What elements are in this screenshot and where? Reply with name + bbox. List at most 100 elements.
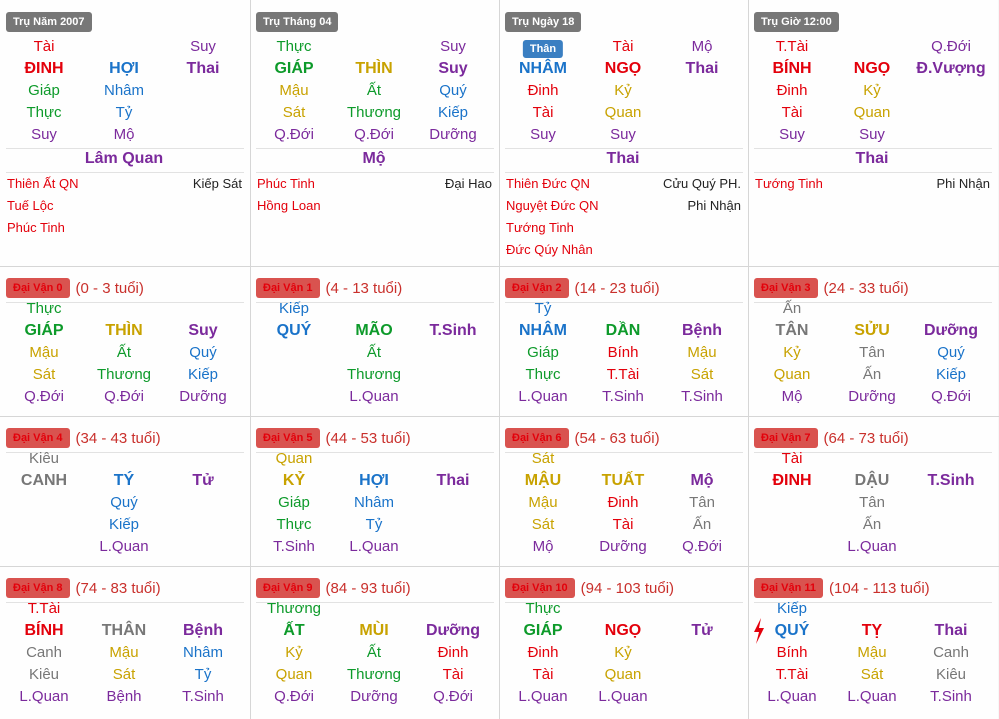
dai-van-badge[interactable]: Đại Vận 9	[256, 578, 320, 598]
dai-van-4[interactable]: Đại Vận 4 (34 - 43 tuổi) Kiêu CANH TÝ Tử Quý Ki…	[0, 416, 250, 566]
ten-god-cell: Mậu	[857, 644, 887, 661]
row-divider	[0, 566, 999, 567]
ten-god-cell: Tỷ	[115, 104, 133, 121]
dai-van-age-range: (4 - 13 tuổi)	[325, 279, 403, 297]
separator	[505, 172, 743, 173]
ten-god-cell: Q.Đới	[274, 126, 314, 143]
separator	[754, 302, 992, 303]
dai-van-3[interactable]: Đại Vận 3 (24 - 33 tuổi) Ấn TÂN SỬU Dưỡng Kỷ Tâ…	[748, 266, 998, 416]
dai-van-badge[interactable]: Đại Vận 8	[6, 578, 70, 598]
lightning-icon	[754, 618, 764, 644]
star-left: Tướng Tinh	[755, 176, 823, 191]
dai-van-badge[interactable]: Đại Vận 11	[754, 578, 824, 598]
ten-god-cell: Sát	[32, 366, 56, 383]
dai-van-header: Đại Vận 3 (24 - 33 tuổi)	[754, 278, 909, 298]
dai-van-8[interactable]: Đại Vận 8 (74 - 83 tuổi) T.Tài BÍNH THÂN Bệnh…	[0, 566, 250, 719]
branch-stem-cell: BÍNH	[24, 622, 64, 639]
ten-god-cell: Quan	[275, 450, 313, 467]
ten-god-cell: Thực	[276, 516, 312, 533]
branch-stem-cell: KỶ	[282, 472, 306, 489]
dai-van-badge[interactable]: Đại Vận 3	[754, 278, 818, 298]
branch-stem-cell: Suy	[188, 322, 218, 339]
dai-van-badge[interactable]: Đại Vận 0	[6, 278, 70, 298]
separator	[505, 602, 743, 603]
ten-god-cell: Giáp	[527, 344, 559, 361]
dai-van-badge[interactable]: Đại Vận 2	[505, 278, 569, 298]
dai-van-header: Đại Vận 6 (54 - 63 tuổi)	[505, 428, 660, 448]
dai-van-badge[interactable]: Đại Vận 5	[256, 428, 320, 448]
ten-god-cell: Ấn	[862, 516, 882, 533]
ten-god-cell: Giáp	[28, 82, 60, 99]
star-right: Đại Hao	[445, 176, 492, 191]
ten-god-cell: Ất	[366, 82, 382, 99]
branch-stem-cell: Dưỡng	[425, 622, 481, 639]
dai-van-age-range: (54 - 63 tuổi)	[574, 429, 660, 447]
dai-van-badge[interactable]: Đại Vận 6	[505, 428, 569, 448]
dai-van-0[interactable]: Đại Vận 0 (0 - 3 tuổi) Thực GIÁP THÌN Suy Mậu Ấ…	[0, 266, 250, 416]
separator	[6, 302, 244, 303]
ten-god-cell: Tài	[781, 450, 803, 467]
dai-van-badge[interactable]: Đại Vận 1	[256, 278, 320, 298]
separator	[256, 172, 494, 173]
ten-god-cell: Mộ	[781, 388, 803, 405]
dai-van-2[interactable]: Đại Vận 2 (14 - 23 tuổi) Tỷ NHÂM DẦN Bệnh Giáp…	[499, 266, 749, 416]
ten-god-cell: Quý	[937, 344, 965, 361]
branch-stem-cell: DẦN	[605, 322, 641, 339]
dai-van-age-range: (94 - 103 tuổi)	[580, 579, 675, 597]
ten-god-cell: Mộ	[532, 538, 554, 555]
pillar-header: Trụ Tháng 04	[256, 12, 339, 32]
dai-van-11[interactable]: Đại Vận 11 (104 - 113 tuổi) Kiếp QUÝ TỴ Thai B…	[748, 566, 998, 719]
dai-van-badge[interactable]: Đại Vận 7	[754, 428, 818, 448]
column-divider	[499, 0, 500, 719]
star-left: Nguyệt Đức QN	[506, 198, 599, 213]
star-left: Hồng Loan	[257, 198, 321, 213]
branch-stem-cell: THÌN	[355, 60, 393, 77]
branch-stem-cell: T.Sinh	[429, 322, 477, 339]
ten-god-cell: L.Quan	[349, 388, 399, 405]
ten-god-cell: Q.Đới	[24, 388, 64, 405]
branch-stem-cell: GIÁP	[24, 322, 64, 339]
branch-stem-cell: NHÂM	[519, 60, 567, 77]
ten-god-cell: L.Quan	[598, 688, 648, 705]
dai-van-badge[interactable]: Đại Vận 4	[6, 428, 70, 448]
branch-stem-cell: THÂN	[101, 622, 147, 639]
pillar-title-badge[interactable]: Trụ Giờ 12:00	[754, 12, 839, 32]
ten-god-cell: Suy	[779, 126, 805, 143]
dai-van-10[interactable]: Đại Vận 10 (94 - 103 tuổi) Thực GIÁP NGỌ Tử Đi…	[499, 566, 749, 719]
dai-van-6[interactable]: Đại Vận 6 (54 - 63 tuổi) Sát MẬU TUẤT Mộ Mậu Đi…	[499, 416, 749, 566]
ten-god-cell: Suy	[440, 38, 466, 55]
ten-god-cell: Nhâm	[103, 82, 145, 99]
ten-god-cell: Quan	[275, 666, 313, 683]
dai-van-badge[interactable]: Đại Vận 10	[505, 578, 575, 598]
ten-god-cell: Q.Đới	[931, 38, 971, 55]
ten-god-cell: Kiếp	[776, 600, 808, 617]
dai-van-age-range: (64 - 73 tuổi)	[823, 429, 909, 447]
branch-stem-cell: Tử	[192, 472, 214, 489]
separator	[754, 148, 992, 149]
ten-god-cell: Quý	[439, 82, 467, 99]
dai-van-9[interactable]: Đại Vận 9 (84 - 93 tuổi) Thương ẤT MÙI Dưỡng K…	[250, 566, 500, 719]
pillar-title-badge[interactable]: Trụ Năm 2007	[6, 12, 92, 32]
branch-stem-cell: Thai	[685, 60, 719, 77]
pillar-title-badge[interactable]: Trụ Ngày 18	[505, 12, 582, 32]
ten-god-cell: Dưỡng	[350, 688, 398, 705]
dai-van-7[interactable]: Đại Vận 7 (64 - 73 tuổi) Tài ĐINH DẬU T.Sinh T…	[748, 416, 998, 566]
ten-god-cell: Q.Đới	[931, 388, 971, 405]
pillar-center-stage: Mộ	[362, 150, 386, 167]
ten-god-cell: Ất	[366, 344, 382, 361]
separator	[256, 302, 494, 303]
ten-god-cell: Dưỡng	[848, 388, 896, 405]
separator	[6, 602, 244, 603]
ten-god-cell: Suy	[530, 126, 556, 143]
branch-stem-cell: QUÝ	[774, 622, 810, 639]
ten-god-cell: Kiếp	[278, 300, 310, 317]
pillar-header: Trụ Ngày 18	[505, 12, 582, 32]
ten-god-cell: Q.Đới	[104, 388, 144, 405]
ten-god-cell: T.Sinh	[602, 388, 644, 405]
ten-god-cell: T.Tài	[775, 666, 809, 683]
ten-god-cell: Mậu	[687, 344, 717, 361]
dai-van-1[interactable]: Đại Vận 1 (4 - 13 tuổi) Kiếp QUÝ MÃO T.Sinh Ất…	[250, 266, 500, 416]
pillar-title-badge[interactable]: Trụ Tháng 04	[256, 12, 339, 32]
dai-van-5[interactable]: Đại Vận 5 (44 - 53 tuổi) Quan KỶ HỢI Thai Giáp…	[250, 416, 500, 566]
branch-stem-cell: Dưỡng	[923, 322, 979, 339]
